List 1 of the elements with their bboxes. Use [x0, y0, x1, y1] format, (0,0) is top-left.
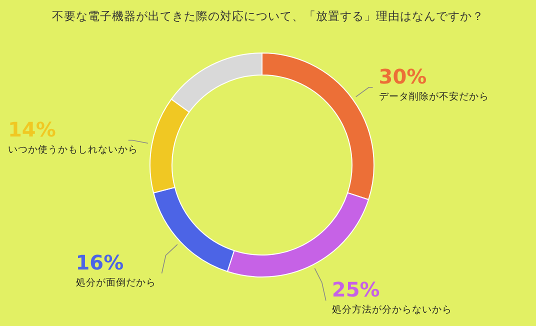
title: 不要な電子機器が出てきた際の対応について、「放置する」理由はなんですか？	[52, 9, 484, 23]
